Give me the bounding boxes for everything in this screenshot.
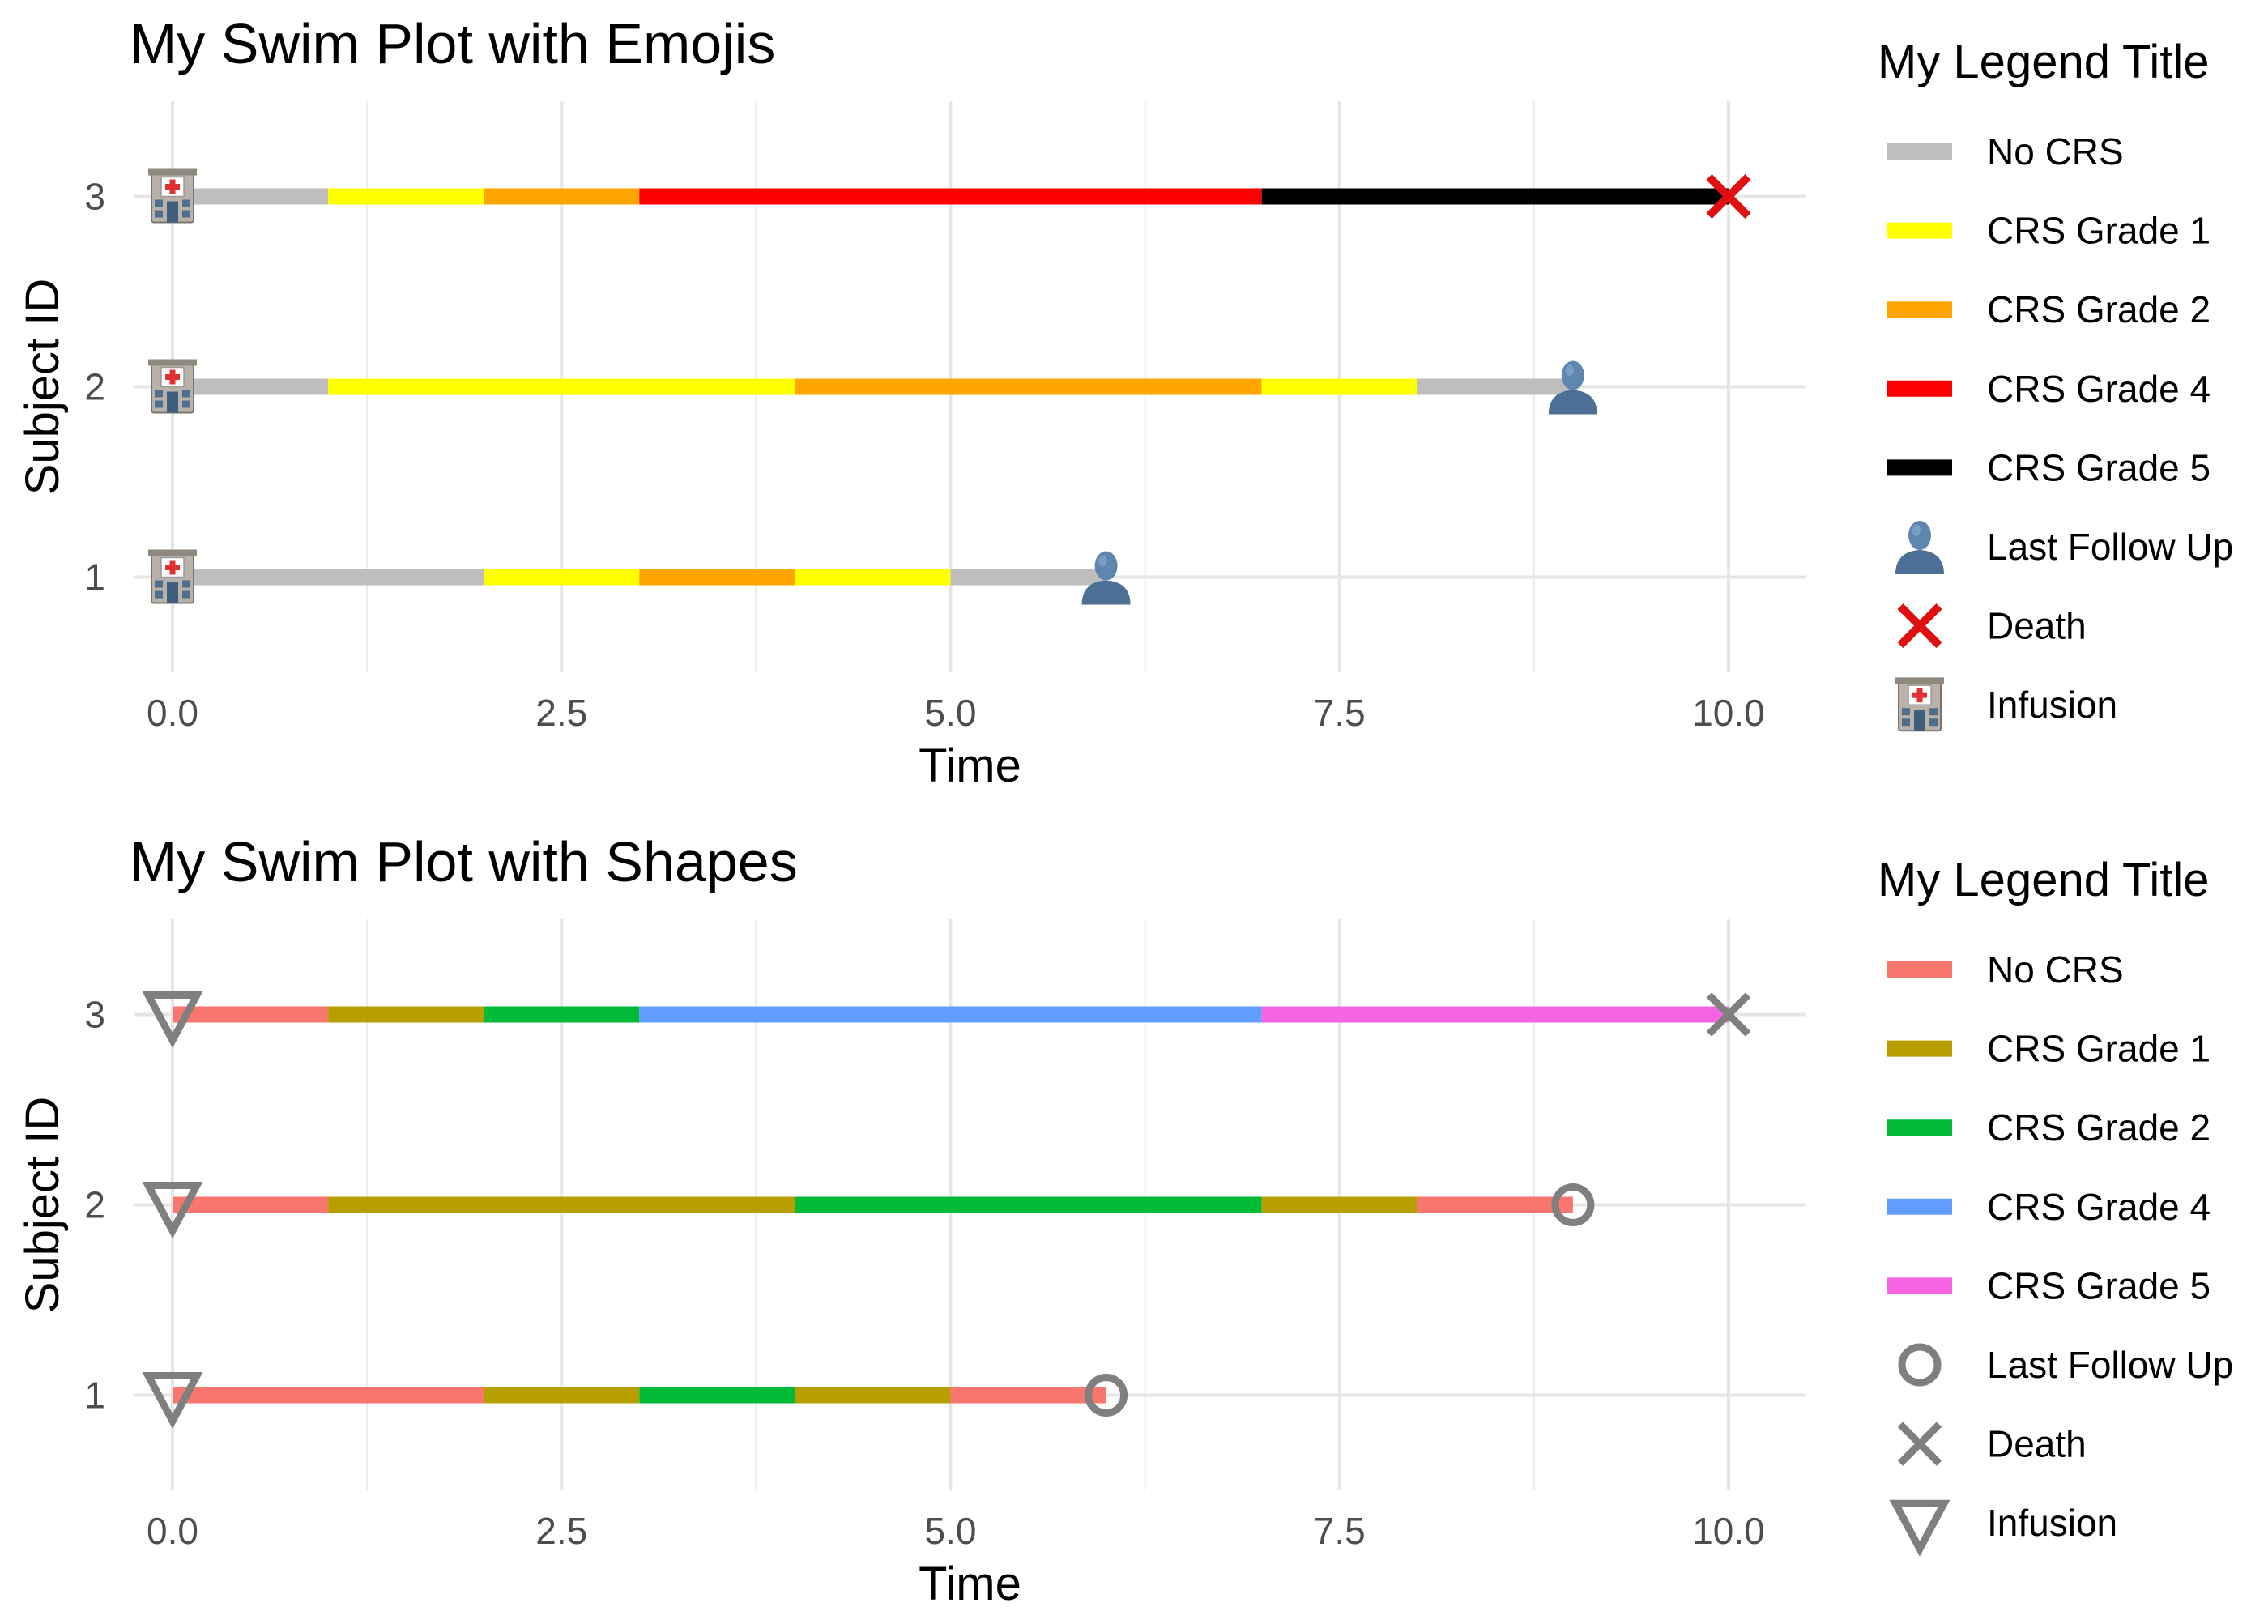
legend-item: CRS Grade 1 (1887, 210, 2210, 252)
legend-label: CRS Grade 5 (1987, 1264, 2210, 1306)
legend-item: CRS Grade 2 (1887, 1106, 2210, 1149)
hospital-icon (1895, 677, 1944, 732)
x-icon (1706, 992, 1751, 1037)
legend-item: No CRS (1887, 948, 2124, 991)
legend-label: No CRS (1987, 948, 2124, 991)
event-marker (142, 1182, 203, 1239)
triangle-down-icon (142, 1182, 203, 1239)
x-tick-label: 7.5 (1314, 692, 1366, 734)
legend-item: CRS Grade 4 (1887, 368, 2210, 410)
legend-item: Death (1900, 605, 2087, 647)
legend-label: CRS Grade 2 (1987, 288, 2210, 330)
legend-item: Last Follow Up (1898, 1343, 2233, 1387)
event-marker (142, 991, 203, 1049)
event-marker (1551, 1183, 1595, 1226)
x-tick-label: 10.0 (1692, 1510, 1765, 1552)
legend-label: Last Follow Up (1987, 1344, 2233, 1386)
hospital-icon (148, 549, 198, 604)
legend-title: My Legend Title (1878, 36, 2209, 88)
circle-icon (1898, 1343, 1942, 1387)
legend: My Legend Title No CRS CRS Grade 1 CRS Grad… (1878, 36, 2233, 732)
circle-icon (1551, 1183, 1595, 1226)
x-tick-label: 0.0 (147, 692, 198, 734)
event-marker (142, 1372, 203, 1430)
legend-label: Infusion (1987, 684, 2117, 726)
x-tick-label: 5.0 (925, 1510, 977, 1552)
x-axis-label: Time (919, 740, 1021, 792)
legend-item: CRS Grade 4 (1887, 1186, 2210, 1228)
event-marker (148, 549, 198, 604)
y-axis-label: Subject ID (16, 1097, 69, 1314)
legend-title: My Legend Title (1878, 854, 2209, 906)
legend-label: Death (1987, 1423, 2087, 1465)
legend-item: Infusion (1889, 1499, 2117, 1557)
legend-item: CRS Grade 5 (1887, 446, 2210, 488)
triangle-down-icon (142, 991, 203, 1049)
legend-item: No CRS (1887, 130, 2124, 173)
legend-item: CRS Grade 2 (1887, 288, 2210, 330)
x-tick-label: 2.5 (535, 692, 587, 734)
y-tick-label: 2 (84, 1184, 105, 1226)
y-tick-label: 3 (84, 176, 105, 218)
legend-label: CRS Grade 4 (1987, 368, 2210, 410)
y-tick-label: 3 (84, 994, 105, 1036)
legend-label: CRS Grade 2 (1987, 1106, 2210, 1149)
y-tick-label: 1 (84, 556, 105, 599)
x-tick-label: 7.5 (1314, 1510, 1366, 1552)
legend-label: CRS Grade 1 (1987, 1028, 2210, 1070)
triangle-down-icon (142, 1372, 203, 1430)
legend-item: Death (1897, 1422, 2087, 1466)
legend-item: Infusion (1895, 677, 2117, 732)
event-marker (148, 168, 198, 224)
event-marker (1085, 1374, 1128, 1417)
event-marker (1706, 992, 1751, 1037)
triangle-down-icon (1889, 1499, 1950, 1557)
event-markers (142, 991, 1751, 1430)
swim-lanes (173, 188, 1729, 586)
legend-label: CRS Grade 1 (1987, 210, 2210, 252)
legend-item: Last Follow Up (1895, 521, 2233, 574)
red-x-icon (1900, 607, 1939, 646)
legend-item: CRS Grade 1 (1887, 1028, 2210, 1070)
x-tick-label: 10.0 (1692, 692, 1765, 734)
chart-title: My Swim Plot with Shapes (130, 830, 798, 893)
x-axis-label: Time (919, 1558, 1021, 1610)
legend-label: Infusion (1987, 1502, 2117, 1544)
event-marker (148, 359, 198, 414)
circle-icon (1085, 1374, 1128, 1417)
legend-label: Death (1987, 605, 2087, 647)
y-axis-label: Subject ID (16, 279, 69, 496)
x-icon (1897, 1422, 1942, 1466)
swim-lanes (173, 1006, 1729, 1404)
y-tick-label: 1 (84, 1375, 105, 1417)
hospital-icon (148, 168, 198, 224)
legend-label: CRS Grade 4 (1987, 1186, 2210, 1228)
legend-label: No CRS (1987, 130, 2124, 173)
x-tick-label: 5.0 (925, 692, 977, 734)
legend: My Legend Title No CRS CRS Grade 1 CRS Grad… (1878, 854, 2233, 1557)
hospital-icon (148, 359, 198, 414)
legend-item: CRS Grade 5 (1887, 1264, 2210, 1306)
emoji-swim-plot: My Swim Plot with Emojis 0.0 2.5 5.0 7.5 10.0… (16, 12, 2233, 792)
y-tick-label: 2 (84, 366, 105, 408)
legend-label: CRS Grade 5 (1987, 446, 2210, 488)
chart-title: My Swim Plot with Emojis (130, 12, 775, 75)
person-icon (1895, 521, 1944, 574)
shape-swim-plot: My Swim Plot with Shapes 0.0 2.5 5.0 7.5 10.0… (16, 830, 2233, 1610)
x-tick-label: 0.0 (147, 1510, 198, 1552)
legend-label: Last Follow Up (1987, 526, 2233, 568)
x-tick-label: 2.5 (535, 1510, 587, 1552)
